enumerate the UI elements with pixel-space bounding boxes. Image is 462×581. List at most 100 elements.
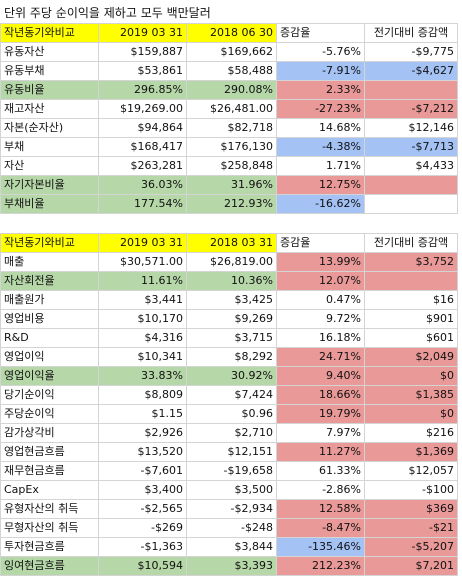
value-prior[interactable]: 10.36% xyxy=(186,271,277,291)
change-amount[interactable] xyxy=(364,175,458,195)
value-current[interactable]: $3,400 xyxy=(98,480,187,500)
change-amount[interactable]: $3,752 xyxy=(364,252,458,272)
row-label[interactable]: 자산 xyxy=(0,156,99,176)
change-rate[interactable]: 11.27% xyxy=(276,442,365,462)
value-current[interactable]: -$269 xyxy=(98,518,187,538)
change-rate[interactable]: 16.18% xyxy=(276,328,365,348)
value-current[interactable]: 36.03% xyxy=(98,175,187,195)
change-amount[interactable] xyxy=(364,271,458,291)
value-current[interactable]: $168,417 xyxy=(98,137,187,157)
header-change-amount[interactable]: 전기대비 증감액 xyxy=(364,23,458,43)
change-amount[interactable]: $2,049 xyxy=(364,347,458,367)
header-date-b[interactable]: 2018 06 30 xyxy=(186,23,277,43)
change-amount[interactable]: $1,369 xyxy=(364,442,458,462)
row-label[interactable]: 자기자본비율 xyxy=(0,175,99,195)
value-prior[interactable]: -$248 xyxy=(186,518,277,538)
value-current[interactable]: $10,170 xyxy=(98,309,187,329)
change-amount[interactable]: $216 xyxy=(364,423,458,443)
value-prior[interactable]: $9,269 xyxy=(186,309,277,329)
value-current[interactable]: $10,341 xyxy=(98,347,187,367)
value-prior[interactable]: $82,718 xyxy=(186,118,277,138)
value-prior[interactable]: $169,662 xyxy=(186,42,277,62)
row-label[interactable]: 감가상각비 xyxy=(0,423,99,443)
change-rate[interactable]: 1.71% xyxy=(276,156,365,176)
change-amount[interactable]: -$4,627 xyxy=(364,61,458,81)
value-current[interactable]: -$2,565 xyxy=(98,499,187,519)
value-current[interactable]: -$1,363 xyxy=(98,537,187,557)
value-prior[interactable]: $3,425 xyxy=(186,290,277,310)
value-prior[interactable]: $7,424 xyxy=(186,385,277,405)
change-rate[interactable]: 2.33% xyxy=(276,80,365,100)
change-amount[interactable]: -$9,775 xyxy=(364,42,458,62)
value-prior[interactable]: $58,488 xyxy=(186,61,277,81)
value-prior[interactable]: 290.08% xyxy=(186,80,277,100)
value-current[interactable]: $8,809 xyxy=(98,385,187,405)
value-prior[interactable]: $26,819.00 xyxy=(186,252,277,272)
row-label[interactable]: 주당순이익 xyxy=(0,404,99,424)
change-amount[interactable]: $12,057 xyxy=(364,461,458,481)
row-label[interactable]: 자본(순자산) xyxy=(0,118,99,138)
change-rate[interactable]: 18.66% xyxy=(276,385,365,405)
change-rate[interactable]: -4.38% xyxy=(276,137,365,157)
header-date-a[interactable]: 2019 03 31 xyxy=(98,233,187,253)
row-label[interactable]: 매출 xyxy=(0,252,99,272)
change-amount[interactable]: $369 xyxy=(364,499,458,519)
header-compare[interactable]: 작년동기와비교 xyxy=(0,233,99,253)
value-prior[interactable]: 31.96% xyxy=(186,175,277,195)
row-label[interactable]: 무형자산의 취득 xyxy=(0,518,99,538)
value-prior[interactable]: $3,715 xyxy=(186,328,277,348)
row-label[interactable]: 영업비용 xyxy=(0,309,99,329)
change-amount[interactable]: -$21 xyxy=(364,518,458,538)
value-current[interactable]: $30,571.00 xyxy=(98,252,187,272)
change-rate[interactable]: 9.72% xyxy=(276,309,365,329)
value-current[interactable]: 296.85% xyxy=(98,80,187,100)
change-rate[interactable]: 12.58% xyxy=(276,499,365,519)
value-prior[interactable]: $8,292 xyxy=(186,347,277,367)
change-rate[interactable]: 7.97% xyxy=(276,423,365,443)
value-prior[interactable]: $12,151 xyxy=(186,442,277,462)
value-prior[interactable]: $258,848 xyxy=(186,156,277,176)
header-compare[interactable]: 작년동기와비교 xyxy=(0,23,99,43)
change-amount[interactable] xyxy=(364,194,458,214)
change-rate[interactable]: -8.47% xyxy=(276,518,365,538)
value-prior[interactable]: $26,481.00 xyxy=(186,99,277,119)
value-prior[interactable]: $3,844 xyxy=(186,537,277,557)
value-prior[interactable]: $2,710 xyxy=(186,423,277,443)
change-rate[interactable]: 0.47% xyxy=(276,290,365,310)
header-date-a[interactable]: 2019 03 31 xyxy=(98,23,187,43)
value-current[interactable]: $13,520 xyxy=(98,442,187,462)
row-label[interactable]: 유동비율 xyxy=(0,80,99,100)
row-label[interactable]: 재무현금흐름 xyxy=(0,461,99,481)
value-current[interactable]: -$7,601 xyxy=(98,461,187,481)
header-change-rate[interactable]: 증감율 xyxy=(276,23,365,43)
change-amount[interactable] xyxy=(364,80,458,100)
value-prior[interactable]: 212.93% xyxy=(186,194,277,214)
change-amount[interactable]: $901 xyxy=(364,309,458,329)
row-label[interactable]: R&D xyxy=(0,328,99,348)
value-current[interactable]: $4,316 xyxy=(98,328,187,348)
change-rate[interactable]: 61.33% xyxy=(276,461,365,481)
change-amount[interactable]: $16 xyxy=(364,290,458,310)
value-current[interactable]: $10,594 xyxy=(98,556,187,576)
value-prior[interactable]: 30.92% xyxy=(186,366,277,386)
change-rate[interactable]: 24.71% xyxy=(276,347,365,367)
change-amount[interactable]: $1,385 xyxy=(364,385,458,405)
row-label[interactable]: CapEx xyxy=(0,480,99,500)
row-label[interactable]: 유동부채 xyxy=(0,61,99,81)
change-amount[interactable]: $4,433 xyxy=(364,156,458,176)
change-amount[interactable]: -$7,212 xyxy=(364,99,458,119)
row-label[interactable]: 영업이익율 xyxy=(0,366,99,386)
header-change-amount[interactable]: 전기대비 증감액 xyxy=(364,233,458,253)
row-label[interactable]: 유동자산 xyxy=(0,42,99,62)
value-prior[interactable]: $3,500 xyxy=(186,480,277,500)
row-label[interactable]: 당기순이익 xyxy=(0,385,99,405)
value-prior[interactable]: $0.96 xyxy=(186,404,277,424)
change-rate[interactable]: 19.79% xyxy=(276,404,365,424)
row-label[interactable]: 매출원가 xyxy=(0,290,99,310)
change-rate[interactable]: -5.76% xyxy=(276,42,365,62)
value-current[interactable]: 33.83% xyxy=(98,366,187,386)
change-rate[interactable]: -27.23% xyxy=(276,99,365,119)
value-current[interactable]: $159,887 xyxy=(98,42,187,62)
change-rate[interactable]: 12.75% xyxy=(276,175,365,195)
row-label[interactable]: 부채 xyxy=(0,137,99,157)
